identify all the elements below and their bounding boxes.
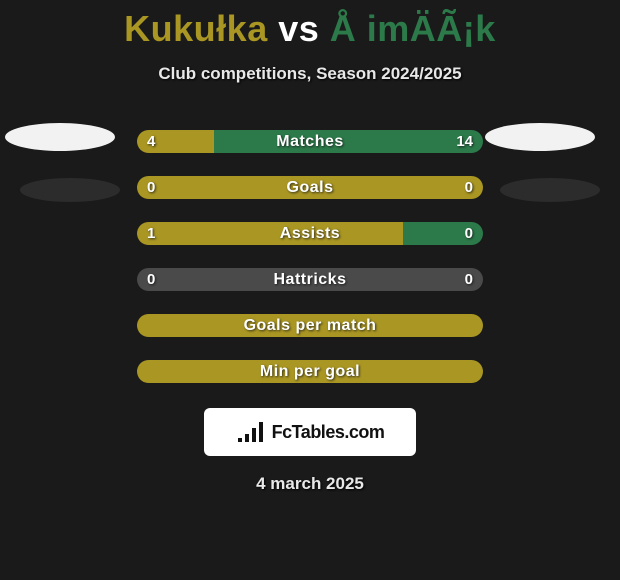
stat-rows: Matches414Goals00Assists10Hattricks00Goa… bbox=[0, 118, 620, 394]
logo-text: FcTables.com bbox=[272, 422, 385, 443]
title-player1: Kukułka bbox=[124, 8, 268, 49]
bar-fill-full bbox=[137, 360, 483, 383]
stat-row: Goals per match bbox=[0, 302, 620, 348]
bar-fill-full bbox=[137, 314, 483, 337]
stat-row: Min per goal bbox=[0, 348, 620, 394]
bar-fill-right bbox=[214, 130, 483, 153]
title-vs: vs bbox=[278, 8, 319, 49]
stat-row: Goals00 bbox=[0, 164, 620, 210]
bar-fill-full bbox=[137, 268, 483, 291]
bar-fill-right bbox=[403, 222, 483, 245]
subtitle: Club competitions, Season 2024/2025 bbox=[0, 64, 620, 84]
logo-box: FcTables.com bbox=[204, 408, 416, 456]
bar-chart-icon bbox=[236, 420, 266, 444]
bar-track bbox=[137, 176, 483, 199]
bar-track bbox=[137, 314, 483, 337]
date-text: 4 march 2025 bbox=[0, 474, 620, 494]
stat-row: Hattricks00 bbox=[0, 256, 620, 302]
page-title: Kukułka vs Å imÄÃ¡k bbox=[0, 0, 620, 50]
bar-track bbox=[137, 222, 483, 245]
logo-inner: FcTables.com bbox=[236, 420, 385, 444]
stat-row: Assists10 bbox=[0, 210, 620, 256]
bar-track bbox=[137, 268, 483, 291]
bar-track bbox=[137, 360, 483, 383]
bar-track bbox=[137, 130, 483, 153]
bar-fill-left bbox=[137, 130, 214, 153]
stat-row: Matches414 bbox=[0, 118, 620, 164]
bar-fill-full bbox=[137, 176, 483, 199]
title-player2: Å imÄÃ¡k bbox=[330, 8, 496, 49]
bar-fill-left bbox=[137, 222, 403, 245]
